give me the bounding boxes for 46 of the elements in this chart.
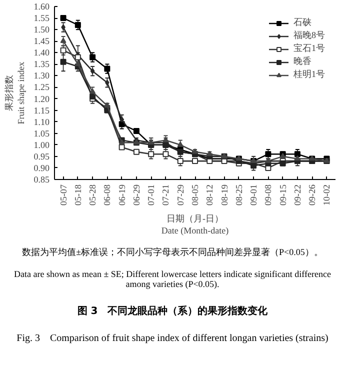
x-tick-label: 05-07: [58, 184, 68, 206]
x-tick-label: 08-25: [234, 184, 244, 206]
x-tick-label: 07-29: [175, 184, 186, 206]
y-tick-label: 1.20: [34, 94, 50, 104]
x-tick-label: 09-22: [292, 184, 302, 206]
y-tick-label: 1.55: [34, 13, 50, 24]
text: 数据为平均值±标准误；不同小写字母表示不同品种间差异显著（P<0.05）。: [21, 247, 324, 258]
y-tick-label: 1.45: [34, 36, 50, 46]
x-tick-label: 06-29: [131, 184, 142, 206]
x-tick-label: 08-12: [204, 184, 215, 206]
y-tick-label: 1.15: [34, 105, 50, 116]
x-tick-label: 08-05: [190, 184, 200, 206]
x-tick-label: 06-19: [116, 184, 127, 206]
legend-label: 桂明1号: [294, 68, 325, 81]
x-tick-label: 05-28: [88, 184, 98, 206]
legend-label: 石硖: [294, 16, 312, 29]
x-tick-label: 07-21: [160, 184, 171, 206]
x-tick-label: 09-26: [307, 184, 318, 206]
x-tick-label: 06-08: [102, 184, 112, 206]
x-tick-label: 08-19: [219, 184, 230, 206]
y-tick-label: 1.10: [34, 116, 50, 127]
x-tick-label: 09-15: [278, 184, 288, 206]
text: Fig. 3 Comparison of fruit shape index of different longan varieties (strains): [16, 332, 330, 344]
text: 图 3 不同龙眼品种（系）的果形指数变化: [76, 306, 269, 318]
y-tick-label: 1.40: [34, 48, 50, 58]
y-tick-label: 1.50: [34, 24, 50, 35]
y-tick-label: 0.85: [34, 174, 50, 184]
legend-label: 福晚8号: [294, 29, 325, 42]
y-tick-label: 1.05: [34, 128, 50, 138]
legend-label: 宝石1号: [294, 42, 325, 55]
x-tick-label: 07-01: [146, 184, 156, 206]
y-tick-label: 1.60: [34, 2, 50, 12]
x-tick-label: 05-18: [72, 184, 83, 206]
legend-label: 晚香: [294, 55, 312, 68]
y-tick-label: 0.95: [34, 151, 50, 162]
y-tick-label: 0.90: [34, 162, 50, 173]
text: Data are shown as mean ± SE; Different lowercase letters indicate significant difference among varieties (P<0.05).: [13, 269, 332, 290]
x-tick-label: 10-02: [322, 184, 332, 206]
x-axis-title: 日期（月-日） Date (Month-date): [161, 213, 229, 236]
x-tick-label: 09-01: [248, 184, 259, 206]
y-tick-label: 1.35: [34, 59, 50, 70]
y-tick-label: 1.30: [34, 70, 50, 81]
y-tick-label: 1.00: [34, 140, 50, 150]
y-axis-title: 果形指数 Fruit shape index: [4, 61, 26, 124]
y-tick-label: 1.25: [34, 82, 50, 92]
x-tick-label: 09-08: [263, 184, 274, 206]
